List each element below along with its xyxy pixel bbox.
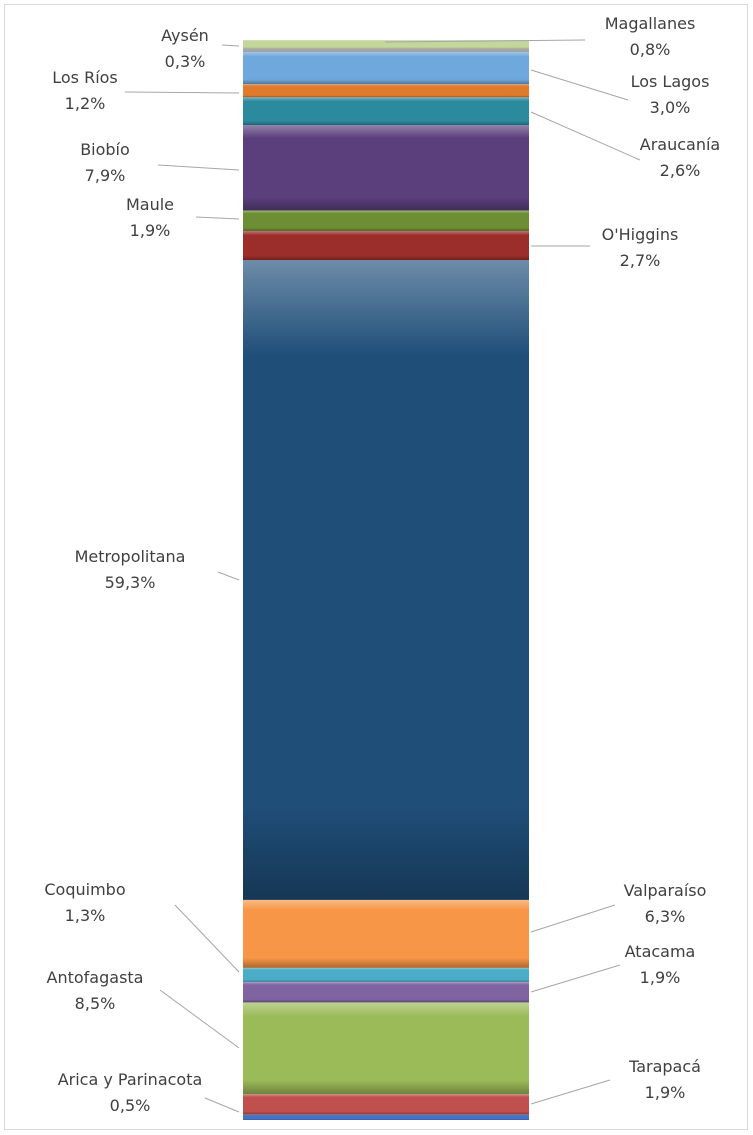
data-label-value: 7,9% (85, 166, 126, 185)
leader-line (157, 164, 240, 171)
bar-segment-arica-y-parinacota (243, 1114, 529, 1120)
bar-segment-biob-o (243, 125, 529, 211)
data-label-name: Magallanes (605, 14, 696, 33)
bar-segment-tarapac- (243, 1094, 529, 1115)
leader-line (530, 69, 629, 101)
bar-segment-araucan-a (243, 97, 529, 126)
data-label-value: 3,0% (650, 98, 691, 117)
data-label-name: Los Lagos (631, 72, 710, 91)
bar-segment-magallanes (243, 40, 529, 49)
data-label-name: O'Higgins (602, 225, 679, 244)
bar-segment-metropolitana (243, 260, 529, 900)
data-label-value: 1,9% (640, 968, 681, 987)
data-label-value: 2,7% (620, 251, 661, 270)
data-label-name: Biobío (80, 140, 130, 159)
leader-line (530, 964, 621, 993)
leader-line (217, 571, 240, 581)
data-label-name: Maule (126, 195, 174, 214)
data-label-value: 0,8% (630, 40, 671, 59)
bar-segment-antofagasta (243, 1002, 529, 1095)
data-label-value: 1,9% (130, 221, 171, 240)
bar-segment-los-r-os (243, 84, 529, 98)
data-label-value: 0,5% (110, 1096, 151, 1115)
data-label-value: 2,6% (660, 161, 701, 180)
leader-line (221, 44, 240, 47)
leader-line (159, 989, 240, 1049)
leader-line (204, 1097, 240, 1113)
data-label-name: Valparaíso (624, 881, 707, 900)
data-label-name: Antofagasta (47, 968, 144, 987)
bar-segment-atacama (243, 981, 529, 1003)
data-label-value: 1,9% (645, 1083, 686, 1102)
data-label-name: Atacama (625, 942, 696, 961)
data-label-value: 59,3% (105, 573, 156, 592)
bar-segment-valpara-so (243, 899, 529, 968)
leader-line (530, 904, 616, 933)
data-label-value: 6,3% (645, 907, 686, 926)
bar-segment-maule (243, 210, 529, 231)
data-label-value: 1,2% (65, 94, 106, 113)
bar-segment-ays-n (243, 48, 529, 52)
data-label-value: 8,5% (75, 994, 116, 1013)
data-label-name: Los Ríos (52, 68, 118, 87)
leader-line (195, 216, 240, 220)
data-label-name: Araucanía (640, 135, 720, 154)
leader-line (384, 39, 586, 43)
bar-segment-coquimbo (243, 967, 529, 982)
data-label-value: 1,3% (65, 906, 106, 925)
leader-line (124, 91, 240, 94)
leader-line (174, 904, 240, 973)
bar-segment-los-lagos (243, 51, 529, 85)
leader-line (530, 111, 641, 161)
data-label-name: Tarapacá (628, 1057, 701, 1076)
data-label-name: Arica y Parinacota (58, 1070, 203, 1089)
data-label-name: Aysén (161, 26, 209, 45)
data-label-value: 0,3% (165, 52, 206, 71)
data-label-name: Coquimbo (44, 880, 125, 899)
bar-segment-o-higgins (243, 230, 529, 261)
data-label-name: Metropolitana (75, 547, 186, 566)
leader-line (530, 1079, 611, 1105)
